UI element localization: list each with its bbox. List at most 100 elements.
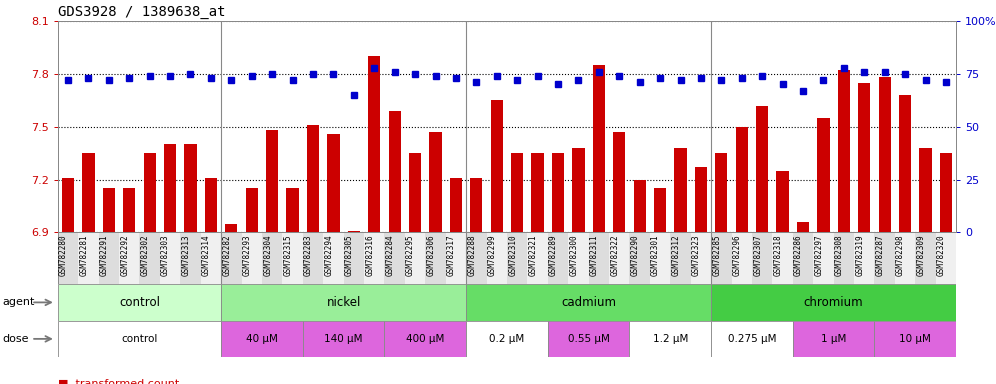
Text: GSM782295: GSM782295 xyxy=(406,234,415,275)
Bar xyxy=(124,188,135,232)
Bar xyxy=(797,222,809,232)
Bar xyxy=(552,153,564,232)
Bar xyxy=(287,188,299,232)
Bar xyxy=(548,232,568,284)
Bar xyxy=(629,232,650,284)
Bar xyxy=(511,153,523,232)
Text: GSM782301: GSM782301 xyxy=(651,234,660,275)
Text: GSM782292: GSM782292 xyxy=(121,234,129,275)
Bar xyxy=(139,232,159,284)
Text: cadmium: cadmium xyxy=(561,296,617,309)
Bar xyxy=(593,65,605,232)
Bar xyxy=(404,232,425,284)
Bar xyxy=(756,106,768,232)
Bar xyxy=(838,70,850,232)
Text: GSM782317: GSM782317 xyxy=(447,234,456,275)
Bar xyxy=(793,232,813,284)
Bar xyxy=(715,153,727,232)
Text: GSM782286: GSM782286 xyxy=(794,234,803,275)
Text: GSM782285: GSM782285 xyxy=(712,234,721,275)
Text: 10 μM: 10 μM xyxy=(899,334,931,344)
Bar xyxy=(62,178,74,232)
Bar xyxy=(246,188,258,232)
Bar xyxy=(99,232,120,284)
Text: GSM782322: GSM782322 xyxy=(611,234,620,275)
Bar xyxy=(221,232,242,284)
Text: GSM782284: GSM782284 xyxy=(385,234,394,275)
Bar xyxy=(731,232,752,284)
Text: 40 μM: 40 μM xyxy=(246,334,278,344)
Text: GSM782313: GSM782313 xyxy=(181,234,190,275)
Text: GSM782289: GSM782289 xyxy=(549,234,558,275)
Bar xyxy=(589,232,610,284)
Bar xyxy=(752,232,773,284)
Text: GSM782307: GSM782307 xyxy=(753,234,762,275)
Text: 0.275 μM: 0.275 μM xyxy=(728,334,776,344)
Text: GSM782291: GSM782291 xyxy=(100,234,109,275)
Bar xyxy=(221,284,466,321)
Text: GSM782316: GSM782316 xyxy=(366,234,374,275)
Text: GSM782303: GSM782303 xyxy=(161,234,170,275)
Bar xyxy=(507,232,528,284)
Text: GSM782290: GSM782290 xyxy=(630,234,639,275)
Bar xyxy=(854,232,874,284)
Bar xyxy=(200,232,221,284)
Bar xyxy=(528,232,548,284)
Text: GSM782311: GSM782311 xyxy=(590,234,599,275)
Bar xyxy=(303,321,384,357)
Text: GSM782282: GSM782282 xyxy=(222,234,231,275)
Text: GSM782299: GSM782299 xyxy=(488,234,497,275)
Bar xyxy=(262,232,283,284)
Text: GSM782321: GSM782321 xyxy=(529,234,538,275)
Text: GSM782323: GSM782323 xyxy=(692,234,701,275)
Bar xyxy=(874,321,956,357)
Bar xyxy=(323,232,344,284)
Bar xyxy=(614,132,625,232)
Bar xyxy=(491,100,503,232)
Text: 140 μM: 140 μM xyxy=(325,334,363,344)
Bar xyxy=(83,153,95,232)
Bar xyxy=(691,232,711,284)
Bar xyxy=(78,232,99,284)
Text: 400 μM: 400 μM xyxy=(406,334,444,344)
Text: GSM782306: GSM782306 xyxy=(426,234,435,275)
Bar xyxy=(674,148,686,232)
Bar xyxy=(425,232,446,284)
Bar xyxy=(777,171,789,232)
Bar xyxy=(369,56,380,232)
Bar xyxy=(793,321,874,357)
Bar xyxy=(225,223,237,232)
Text: GSM782283: GSM782283 xyxy=(304,234,313,275)
Bar xyxy=(670,232,691,284)
Bar xyxy=(242,232,262,284)
Bar xyxy=(303,232,323,284)
Bar xyxy=(58,232,78,284)
Bar xyxy=(470,178,482,232)
Text: dose: dose xyxy=(2,334,29,344)
Bar xyxy=(466,321,548,357)
Text: GSM782319: GSM782319 xyxy=(856,234,865,275)
Bar xyxy=(58,284,221,321)
Text: control: control xyxy=(119,296,160,309)
Text: 0.2 μM: 0.2 μM xyxy=(489,334,525,344)
Bar xyxy=(915,232,936,284)
Bar xyxy=(103,188,115,232)
Text: GSM782302: GSM782302 xyxy=(140,234,149,275)
Bar xyxy=(120,232,139,284)
Bar xyxy=(573,148,585,232)
Bar xyxy=(629,321,711,357)
Text: chromium: chromium xyxy=(804,296,864,309)
Bar xyxy=(205,178,217,232)
Bar xyxy=(486,232,507,284)
Text: GSM782320: GSM782320 xyxy=(937,234,946,275)
Bar xyxy=(859,83,871,232)
Bar xyxy=(164,144,176,232)
Bar xyxy=(736,127,748,232)
Bar xyxy=(568,232,589,284)
Bar xyxy=(466,232,486,284)
Bar xyxy=(348,230,360,232)
Bar xyxy=(919,148,931,232)
Bar xyxy=(711,232,731,284)
Bar xyxy=(159,232,180,284)
Bar xyxy=(654,188,666,232)
